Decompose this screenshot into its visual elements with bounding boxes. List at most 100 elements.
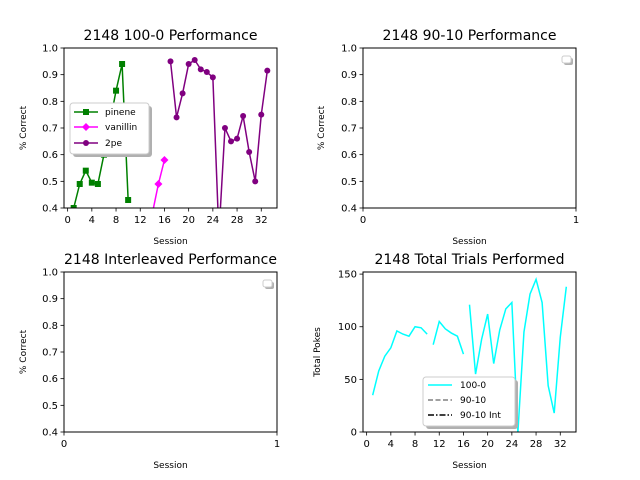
subplot-interleaved-performance: 2148 Interleaved Performance % Correct S… (19, 252, 280, 471)
x-tick-label: 4 (89, 215, 95, 226)
x-tick-label: 32 (255, 215, 268, 226)
x-tick-label: 8 (113, 215, 119, 226)
x-tick-label: 8 (412, 439, 418, 450)
plot-data (371, 277, 568, 432)
data-point-vanillin (154, 180, 163, 188)
y-tick-label: 0.7 (42, 124, 58, 135)
data-point-2pe (264, 67, 271, 74)
y-tick-label: 1.0 (42, 44, 58, 55)
x-tick-label: 24 (206, 215, 219, 226)
x-axis-label: Session (153, 237, 187, 247)
x-tick-label: 12 (433, 439, 446, 450)
y-tick-label: 150 (338, 270, 357, 281)
plot-area-frame (362, 47, 577, 209)
y-axis-label: % Correct (19, 105, 29, 150)
data-point-pinene (82, 167, 89, 174)
x-axis-label: Session (452, 461, 486, 471)
axis-ticks: 0 4 8 12 16 20 24 28 32 0.4 0.5 0.6 0.7 0.8 0.9 1.0 (42, 44, 268, 227)
data-point-2pe (185, 61, 192, 67)
legend-box (422, 376, 516, 427)
data-point-pinene (125, 197, 132, 203)
series-line-100-0 (517, 277, 568, 432)
data-point-vanillin (148, 209, 156, 217)
legend-box (561, 55, 572, 64)
legend (561, 55, 573, 65)
series-line-2pe (219, 70, 269, 208)
subplot-title: 2148 90-10 Performance (383, 28, 557, 44)
data-point-2pe (197, 66, 204, 73)
x-tick-label: 28 (530, 439, 543, 450)
x-tick-label: 16 (158, 215, 171, 226)
data-point-pinene (119, 61, 126, 67)
y-tick-label: 0.9 (341, 70, 357, 81)
y-tick-label: 0.9 (42, 70, 58, 81)
series-line-100-0 (432, 319, 465, 355)
x-tick-label: 0 (61, 439, 67, 450)
x-tick-label: 20 (481, 439, 494, 450)
y-tick-label: 0.5 (42, 401, 58, 412)
y-axis-label: % Correct (317, 105, 327, 150)
legend-marker-vanillin (82, 123, 90, 131)
data-point-2pe (234, 135, 241, 142)
subplot-title: 2148 100-0 Performance (84, 28, 258, 44)
y-tick-label: 0.9 (42, 294, 58, 305)
data-point-2pe (216, 232, 222, 238)
x-tick-label: 32 (554, 439, 567, 450)
x-tick-label: 20 (182, 215, 195, 226)
data-point-pinene (88, 179, 95, 186)
data-point-2pe (252, 178, 259, 185)
x-tick-label: 1 (573, 215, 579, 226)
y-tick-label: 0.6 (42, 374, 58, 385)
y-tick-label: 0.8 (42, 321, 58, 332)
y-tick-label: 0.7 (341, 124, 357, 135)
legend-marker-pinene (83, 109, 89, 115)
y-tick-label: 0.5 (341, 177, 357, 188)
legend-label-90-10: 90-10 (460, 396, 486, 406)
subplot-total-trials-performed: 2148 Total Trials Performed Total Pokes … (313, 252, 577, 471)
y-tick-label: 0.4 (42, 204, 58, 215)
y-tick-label: 0.4 (341, 204, 357, 215)
y-tick-label: 50 (344, 375, 357, 386)
y-tick-label: 0.6 (341, 150, 357, 161)
subplot-title: 2148 Total Trials Performed (374, 252, 564, 268)
y-axis-label: % Correct (19, 329, 29, 374)
y-tick-label: 1.0 (341, 44, 357, 55)
axis-ticks: 0 1 0.4 0.5 0.6 0.7 0.8 0.9 1.0 (42, 268, 280, 451)
data-point-2pe (216, 232, 222, 238)
legend-box (69, 102, 150, 155)
data-point-2pe (258, 111, 265, 118)
y-tick-label: 0.4 (42, 428, 58, 439)
legend-label-vanillin: vanillin (105, 123, 137, 133)
data-point-2pe (179, 90, 186, 97)
y-tick-label: 0 (351, 428, 357, 439)
data-point-pinene (113, 87, 120, 94)
plot-area-frame (63, 47, 278, 209)
y-tick-label: 0.7 (42, 348, 58, 359)
data-point-2pe (228, 138, 235, 145)
subplot-title: 2148 Interleaved Performance (64, 252, 277, 268)
legend-label-2pe: 2pe (105, 139, 122, 149)
axis-ticks: 0 4 8 12 16 20 24 28 32 0 50 100 150 (338, 270, 567, 450)
series-line-100-0 (468, 300, 519, 432)
data-point-2pe (191, 57, 198, 63)
x-tick-label: 28 (231, 215, 244, 226)
y-tick-label: 100 (338, 322, 357, 333)
x-tick-label: 0 (64, 215, 70, 226)
x-tick-label: 0 (360, 215, 366, 226)
legend: pinene vanillin 2pe (69, 102, 152, 157)
plot-area-frame (362, 271, 577, 433)
legend-label-90-10-int: 90-10 Int (460, 411, 501, 421)
legend-marker-2pe (83, 140, 89, 146)
y-tick-label: 0.8 (42, 97, 58, 108)
data-point-2pe (221, 125, 228, 131)
subplot-100-0-performance: 2148 100-0 Performance % Correct Session… (19, 28, 278, 247)
x-tick-label: 1 (274, 439, 280, 450)
legend (262, 279, 274, 289)
subplot-90-10-performance: 2148 90-10 Performance % Correct Session… (317, 28, 579, 247)
series-line-100-0 (371, 325, 428, 396)
y-axis-label: Total Pokes (313, 327, 323, 378)
x-axis-label: Session (153, 461, 187, 471)
data-point-2pe (246, 149, 253, 155)
data-point-pinene (70, 205, 77, 208)
